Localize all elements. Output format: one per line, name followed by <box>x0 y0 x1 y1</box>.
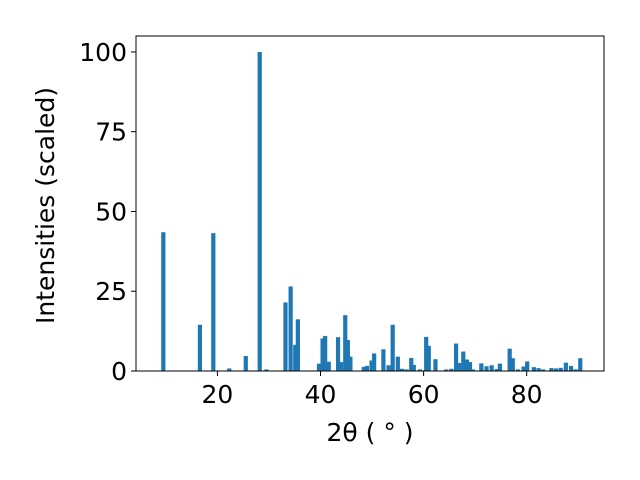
bar <box>531 367 537 371</box>
bar <box>369 360 374 371</box>
bar <box>521 366 526 371</box>
y-tick-label: 50 <box>95 197 127 226</box>
bar <box>320 338 325 371</box>
bar <box>395 356 400 371</box>
bar <box>541 369 546 371</box>
bar <box>399 368 405 371</box>
bar <box>404 369 409 371</box>
bar <box>453 343 459 371</box>
bar <box>288 286 293 371</box>
bar <box>424 336 429 371</box>
bar <box>467 362 473 371</box>
bar <box>295 319 300 371</box>
bar <box>161 232 166 371</box>
bar <box>257 51 262 371</box>
y-axis: 0 25 50 75 100 <box>79 38 136 386</box>
y-axis-label: Intensities (scaled) <box>31 87 60 324</box>
bar <box>489 365 494 371</box>
bar <box>494 369 499 371</box>
bar <box>470 369 476 371</box>
x-tick-label: 20 <box>202 380 234 409</box>
bar <box>409 357 414 371</box>
bar <box>316 363 322 371</box>
bar <box>507 348 512 371</box>
bar <box>348 356 353 371</box>
bar <box>211 233 216 371</box>
bar <box>553 368 559 371</box>
bar <box>326 361 331 371</box>
bar <box>510 358 515 371</box>
bar <box>345 340 350 371</box>
bar <box>343 315 348 371</box>
plot-frame <box>135 35 605 372</box>
bar <box>381 349 386 371</box>
y-tick-label: 100 <box>79 38 127 67</box>
bar <box>515 369 521 371</box>
bar <box>390 324 395 371</box>
bar <box>549 368 554 371</box>
bar <box>386 365 391 371</box>
bar <box>323 335 328 371</box>
x-tick-label: 40 <box>305 380 337 409</box>
bar <box>411 364 416 371</box>
bar <box>361 366 366 371</box>
bar <box>479 363 484 371</box>
bar <box>433 359 438 371</box>
bar <box>525 361 530 371</box>
x-axis: 20 40 60 80 <box>202 371 543 409</box>
bar <box>339 362 344 371</box>
bar <box>536 368 541 371</box>
bar <box>464 359 469 371</box>
bar <box>264 369 269 371</box>
bar <box>461 351 466 371</box>
bar <box>417 369 423 371</box>
y-tick-label: 25 <box>95 277 127 306</box>
bar <box>497 363 502 371</box>
bar <box>449 368 454 371</box>
bar <box>227 368 232 371</box>
x-tick-label: 80 <box>511 380 543 409</box>
bar <box>293 344 298 371</box>
bar <box>364 365 370 371</box>
bar <box>573 369 578 371</box>
bar <box>444 369 449 371</box>
bar <box>578 358 583 371</box>
bars-group <box>161 51 583 371</box>
x-tick-label: 60 <box>408 380 440 409</box>
bar <box>484 366 489 371</box>
bar <box>426 345 431 371</box>
bar <box>558 367 563 371</box>
x-axis-label: 2θ ( ° ) <box>326 418 413 447</box>
bar <box>283 302 288 371</box>
bar <box>568 365 574 371</box>
bar <box>457 363 462 371</box>
bar <box>197 324 203 371</box>
bar <box>563 362 568 371</box>
bar <box>372 353 377 371</box>
bar <box>335 337 341 371</box>
y-tick-label: 75 <box>95 118 127 147</box>
bar <box>243 356 248 371</box>
y-tick-label: 0 <box>111 357 127 386</box>
